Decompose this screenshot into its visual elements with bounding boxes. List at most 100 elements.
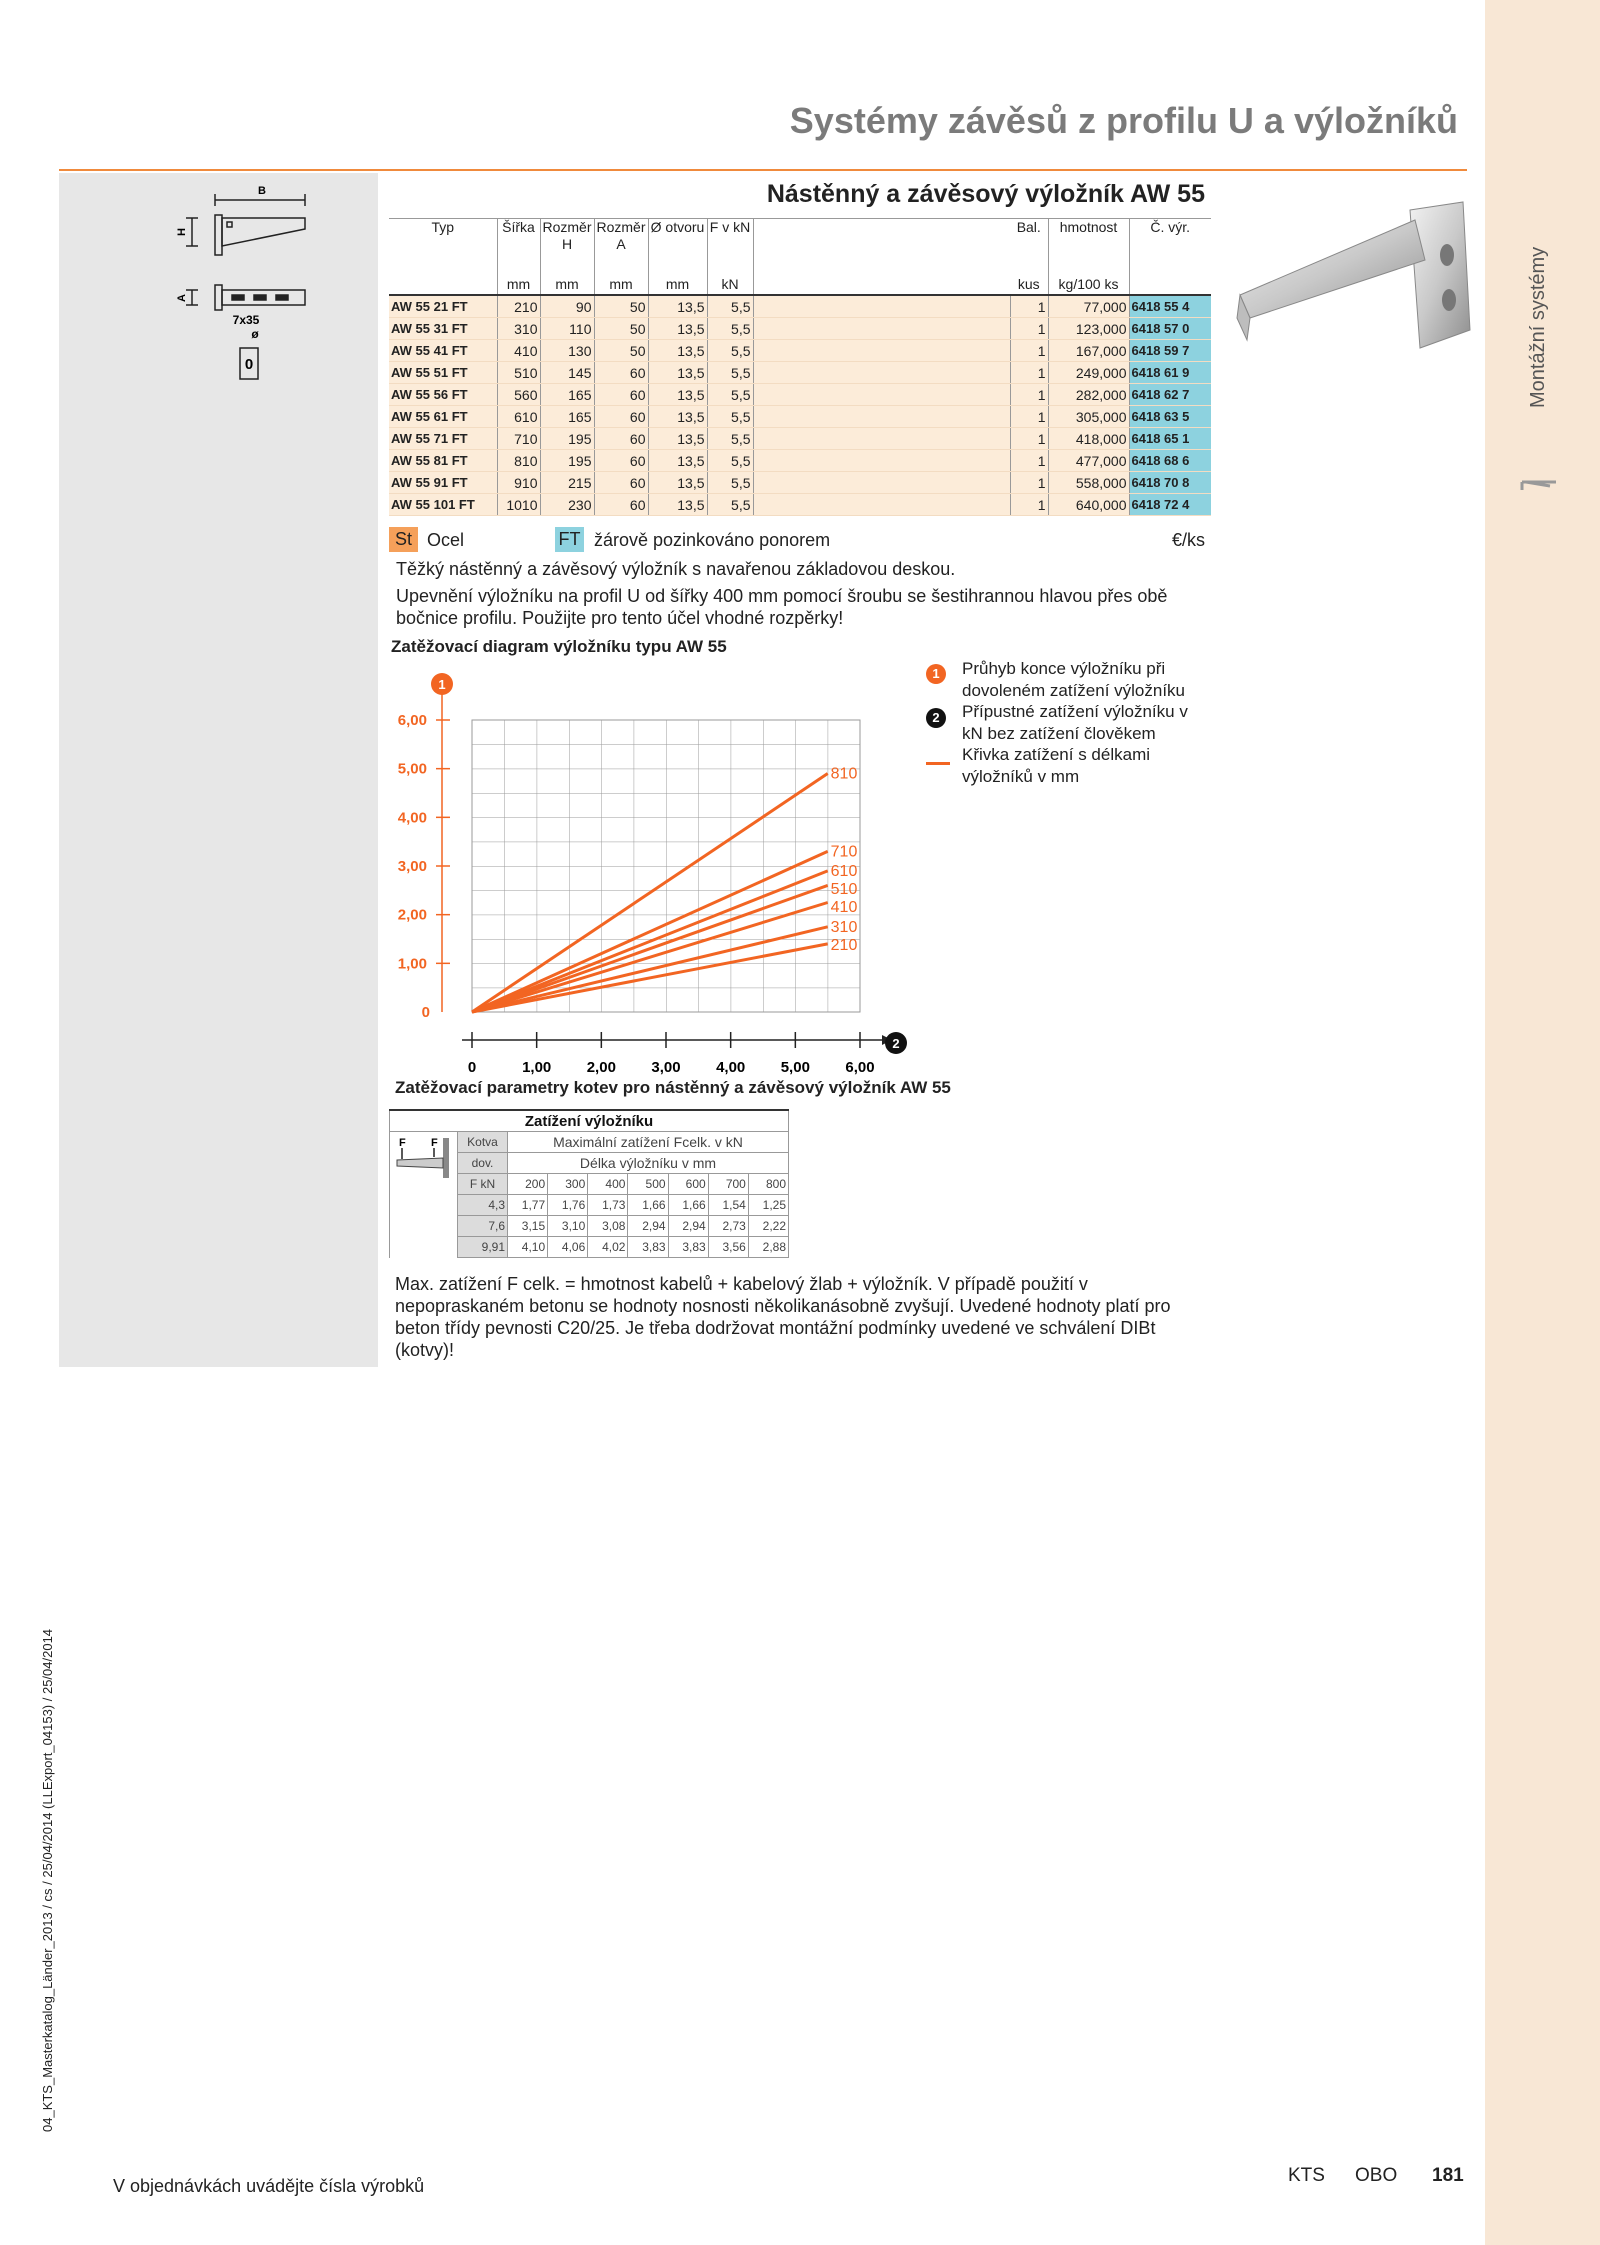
table-cell: 1 <box>1010 383 1049 406</box>
table-cell: 13,5 <box>648 383 708 406</box>
page-number: 181 <box>1432 2165 1464 2186</box>
anchor-cell: 2,94 <box>667 1215 709 1237</box>
table-cell: 249,000 <box>1048 361 1130 384</box>
load-line <box>471 942 828 1014</box>
line-label: 810 <box>831 766 858 783</box>
anchor-body: Zatížení výložníku F F Kotva Maximální zatíž… <box>389 1109 790 1258</box>
table-cell: 6418 70 8 <box>1129 471 1211 494</box>
anchor-cell: 1,66 <box>627 1194 669 1216</box>
table-cell: 5,5 <box>707 427 754 450</box>
column-name: F v kN <box>709 219 751 235</box>
column-name: Č. výr. <box>1150 219 1191 235</box>
table-row: AW 55 31 FT 310 110 50 13,5 5,5 1 123,000 6418 5… <box>389 317 1211 340</box>
y-tick-label: 4,00 <box>398 809 427 826</box>
anchor-length: 700 <box>707 1173 749 1195</box>
load-line <box>471 884 829 1014</box>
table-cell: 6418 63 5 <box>1129 405 1211 428</box>
load-line <box>471 925 829 1014</box>
table-cell: 6418 61 9 <box>1129 361 1211 384</box>
anchor-cell: 1,77 <box>506 1194 549 1216</box>
anchor-length: 400 <box>587 1173 629 1195</box>
table-cell: AW 55 91 FT <box>389 471 498 494</box>
column-name: Typ <box>431 219 455 235</box>
y-tick-label: 5,00 <box>398 761 427 778</box>
line-label: 610 <box>831 863 858 880</box>
column-header: Typ <box>389 218 498 296</box>
table-cell: 215 <box>540 471 595 494</box>
column-header: hmotnost kg/100 ks <box>1048 218 1130 296</box>
column-unit: mm <box>609 276 633 292</box>
table-cell: 90 <box>540 295 595 318</box>
column-name: Rozměr <box>596 219 646 235</box>
legend-text: Přípustné zatížení výložníku v kN bez za… <box>962 702 1188 743</box>
table-cell: 1 <box>1010 295 1049 318</box>
column-name: Ø otvoru <box>650 219 705 235</box>
blank-cell <box>753 383 1011 406</box>
anchor-cell: 3,15 <box>506 1215 549 1237</box>
legend-marker: 1 <box>926 664 946 684</box>
load-line <box>471 901 829 1014</box>
table-cell: 210 <box>497 295 541 318</box>
table-cell: 60 <box>594 471 649 494</box>
load-line <box>471 850 829 1014</box>
table-cell: 5,5 <box>707 471 754 494</box>
column-header: Č. výr. <box>1129 218 1211 296</box>
column-name: hmotnost <box>1059 219 1118 235</box>
anchor-cell: 3,08 <box>587 1215 629 1237</box>
table-cell: 50 <box>594 317 649 340</box>
anchor-cell: 3,10 <box>547 1215 589 1237</box>
anchor-cell: 4,06 <box>547 1236 589 1258</box>
anchor-cell: 2,22 <box>747 1215 790 1237</box>
anchor-cell: 2,88 <box>747 1236 790 1258</box>
table-cell: 130 <box>540 339 595 362</box>
table-cell: AW 55 61 FT <box>389 405 498 428</box>
table-row: AW 55 56 FT 560 165 60 13,5 5,5 1 282,000 6418 6… <box>389 383 1211 406</box>
line-label: 310 <box>831 919 858 936</box>
title-rule <box>59 169 1467 171</box>
column-header: Šířka mm <box>497 218 541 296</box>
anchor-cell: 1,73 <box>587 1194 629 1216</box>
table-cell: 13,5 <box>648 493 708 516</box>
table-cell: 13,5 <box>648 471 708 494</box>
x-tick-label: 6,00 <box>845 1059 874 1076</box>
table-cell: 640,000 <box>1048 493 1130 516</box>
blank-cell <box>753 405 1011 428</box>
table-cell: 1010 <box>497 493 541 516</box>
drawing-label: ø <box>251 327 259 341</box>
table-cell: 165 <box>540 405 595 428</box>
table-cell: 13,5 <box>648 405 708 428</box>
table-cell: 123,000 <box>1048 317 1130 340</box>
table-cell: 418,000 <box>1048 427 1130 450</box>
table-cell: 910 <box>497 471 541 494</box>
table-cell: 13,5 <box>648 361 708 384</box>
table-cell: 1 <box>1010 493 1049 516</box>
table-cell: 165 <box>540 383 595 406</box>
line-label: 710 <box>831 843 858 860</box>
product-title: Nástěnný a závěsový výložník AW 55 <box>766 180 1205 208</box>
anchor-value-label: 7,6 <box>457 1215 508 1237</box>
table-cell: 5,5 <box>707 405 754 428</box>
table-cell: 1 <box>1010 317 1049 340</box>
y-tick-label: 2,00 <box>398 907 427 924</box>
drawing-label: 7x35 <box>233 313 260 327</box>
table-cell: 195 <box>540 449 595 472</box>
table-cell: 195 <box>540 427 595 450</box>
table-cell: 810 <box>497 449 541 472</box>
description: Těžký nástěnný a závěsový výložník s nav… <box>396 559 956 579</box>
x-tick-label: 2,00 <box>587 1059 616 1076</box>
price-unit: €/ks <box>1171 530 1205 550</box>
print-info: 04_KTS_Masterkatalog_Länder_2013 / cs / … <box>40 1628 55 2132</box>
table-row: AW 55 71 FT 710 195 60 13,5 5,5 1 418,000 6418 6… <box>389 427 1211 450</box>
column-unit: kN <box>721 276 739 292</box>
anchor-cell: 4,10 <box>506 1236 549 1258</box>
blank-cell <box>753 339 1011 362</box>
column-name: Bal. <box>1016 219 1041 235</box>
anchor-cell: 1,54 <box>707 1194 749 1216</box>
column-unit: kg/100 ks <box>1058 276 1119 292</box>
bracket <box>396 1157 444 1169</box>
table-cell: 13,5 <box>648 295 708 318</box>
table-cell: 1 <box>1010 449 1049 472</box>
technical-drawing: B H A 7x35 ø 0 <box>176 185 306 380</box>
